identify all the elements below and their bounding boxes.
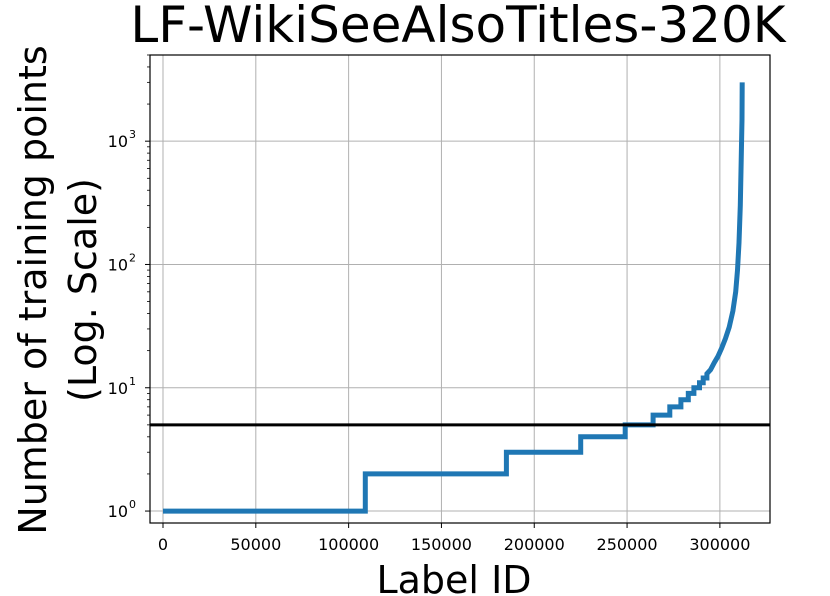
- y-tick-label: 10: [108, 132, 128, 151]
- x-tick-label: 200000: [504, 535, 565, 554]
- y-tick-label: 10: [108, 255, 128, 274]
- x-tick-label: 300000: [689, 535, 750, 554]
- y-tick-exponent: 2: [129, 251, 136, 264]
- plot-area: [150, 55, 770, 523]
- y-tick-exponent: 1: [129, 375, 136, 388]
- y-tick-exponent: 0: [129, 498, 136, 511]
- y-tick-label: 10: [108, 379, 128, 398]
- series-layer: [163, 82, 745, 514]
- x-tick-label: 250000: [597, 535, 658, 554]
- x-axis: 0 50000 100000 150000 200000 250000 300000: [158, 523, 750, 554]
- x-tick-label: 50000: [230, 535, 281, 554]
- y-axis-label-line1: Number of training points: [11, 45, 55, 534]
- plot-frame: [149, 54, 771, 524]
- y-axis-label-line2: (Log. Scale): [61, 178, 105, 402]
- x-tick-label: 0: [158, 535, 168, 554]
- series-line: [163, 82, 745, 514]
- x-tick-label: 150000: [411, 535, 472, 554]
- x-tick-label: 100000: [318, 535, 379, 554]
- x-axis-label: Label ID: [376, 558, 531, 596]
- grid: [150, 55, 770, 523]
- y-tick-label: 10: [108, 502, 128, 521]
- y-tick-exponent: 3: [129, 128, 136, 141]
- chart-title: LF-WikiSeeAlsoTitles-320K: [130, 0, 786, 54]
